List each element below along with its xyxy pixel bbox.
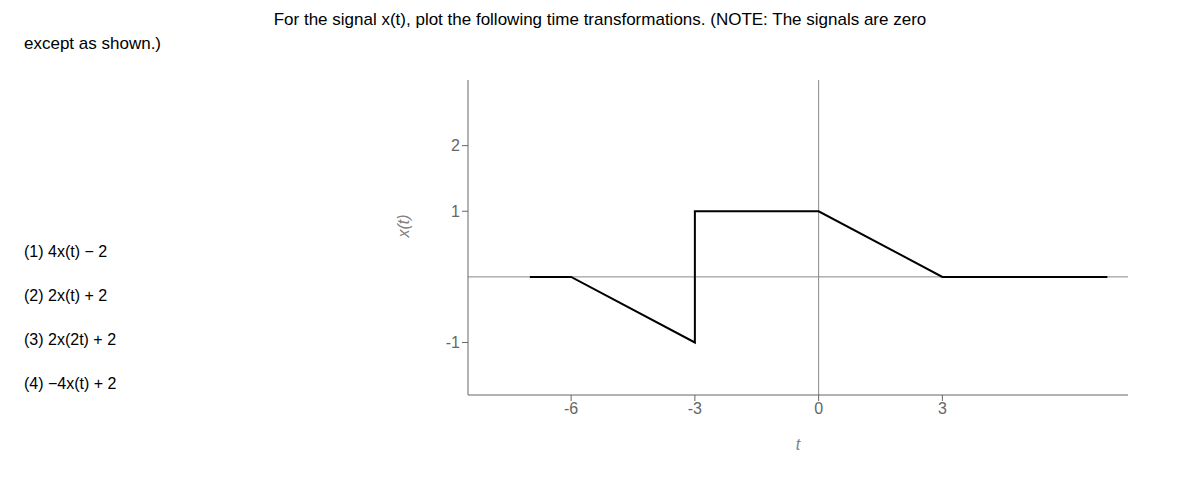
svg-text:t: t <box>796 436 801 453</box>
svg-text:x(t): x(t) <box>395 214 412 238</box>
html-text:(3) 2x(2t) + 2: (3) 2x(2t) + 2 <box>24 331 116 348</box>
svg-text:0: 0 <box>814 400 823 417</box>
svg-text:-3: -3 <box>688 400 702 417</box>
html-text:(2) 2x(t) + 2: (2) 2x(t) + 2 <box>24 287 108 304</box>
svg-text:1: 1 <box>451 203 460 220</box>
svg-text:-1: -1 <box>446 334 460 351</box>
html-text:(1) 4x(t) − 2: (1) 4x(t) − 2 <box>24 243 108 260</box>
html-text:except as shown.): except as shown.) <box>24 34 161 53</box>
svg-text:2: 2 <box>451 137 460 154</box>
html-text:(4) −4x(t) + 2: (4) −4x(t) + 2 <box>24 375 117 392</box>
svg-text:-6: -6 <box>564 400 578 417</box>
svg-text:3: 3 <box>938 400 947 417</box>
html-text:For the signal x(t), plot the: For the signal x(t), plot the following … <box>273 10 927 29</box>
